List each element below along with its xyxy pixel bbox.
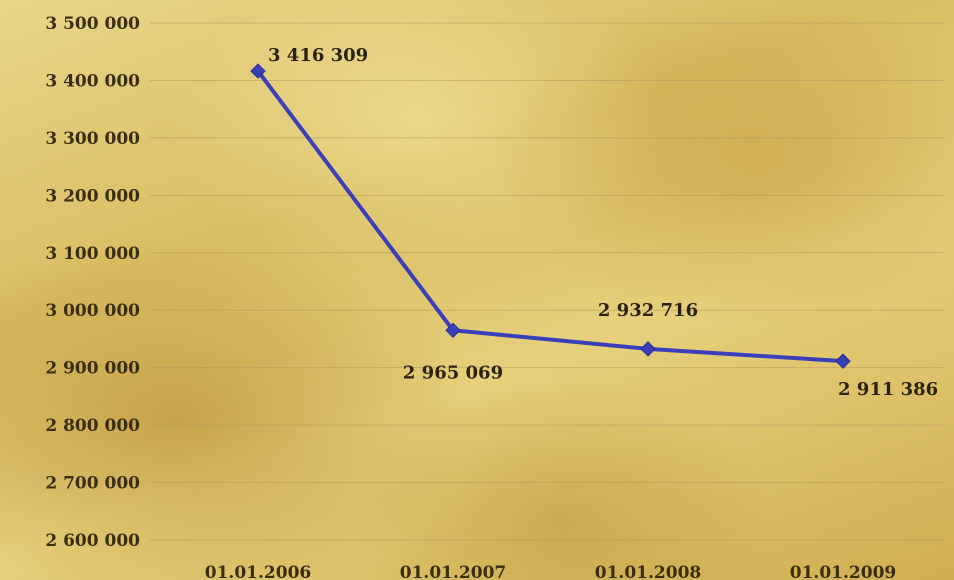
data-point-marker [640, 341, 656, 357]
gridlines [150, 22, 945, 541]
y-tick-label: 3 500 000 [45, 14, 140, 34]
y-tick-label: 3 400 000 [45, 71, 140, 91]
y-tick-label: 2 800 000 [45, 416, 140, 436]
data-label: 2 911 386 [838, 379, 938, 400]
y-tick-label: 2 600 000 [45, 531, 140, 551]
markers-group [250, 63, 851, 369]
y-tick-label: 2 900 000 [45, 359, 140, 379]
x-tick-label: 01.01.2007 [400, 563, 506, 580]
x-tick-label: 01.01.2008 [595, 563, 701, 580]
y-tick-label: 3 200 000 [45, 186, 140, 206]
y-tick-label: 2 700 000 [45, 474, 140, 494]
x-tick-label: 01.01.2009 [790, 563, 896, 580]
series-group [256, 69, 844, 364]
data-label: 2 965 069 [403, 362, 503, 383]
y-tick-label: 3 000 000 [45, 301, 140, 321]
x-tick-label: 01.01.2006 [205, 563, 311, 580]
series-line [256, 69, 844, 364]
y-tick-label: 3 300 000 [45, 129, 140, 149]
data-labels-group: 3 416 309 2 965 069 2 932 716 2 911 386 [268, 45, 938, 400]
data-label: 3 416 309 [268, 45, 368, 66]
y-tick-label: 3 100 000 [45, 244, 140, 264]
y-axis-tick-labels: 3 500 000 3 400 000 3 300 000 3 200 000 3 10… [45, 14, 140, 551]
data-label: 2 932 716 [598, 300, 698, 321]
data-point-marker [835, 353, 851, 369]
data-point-marker [250, 63, 266, 79]
x-axis-tick-labels: 01.01.2006 01.01.2007 01.01.2008 01.01.2009 [205, 563, 896, 580]
data-point-marker [445, 322, 461, 338]
